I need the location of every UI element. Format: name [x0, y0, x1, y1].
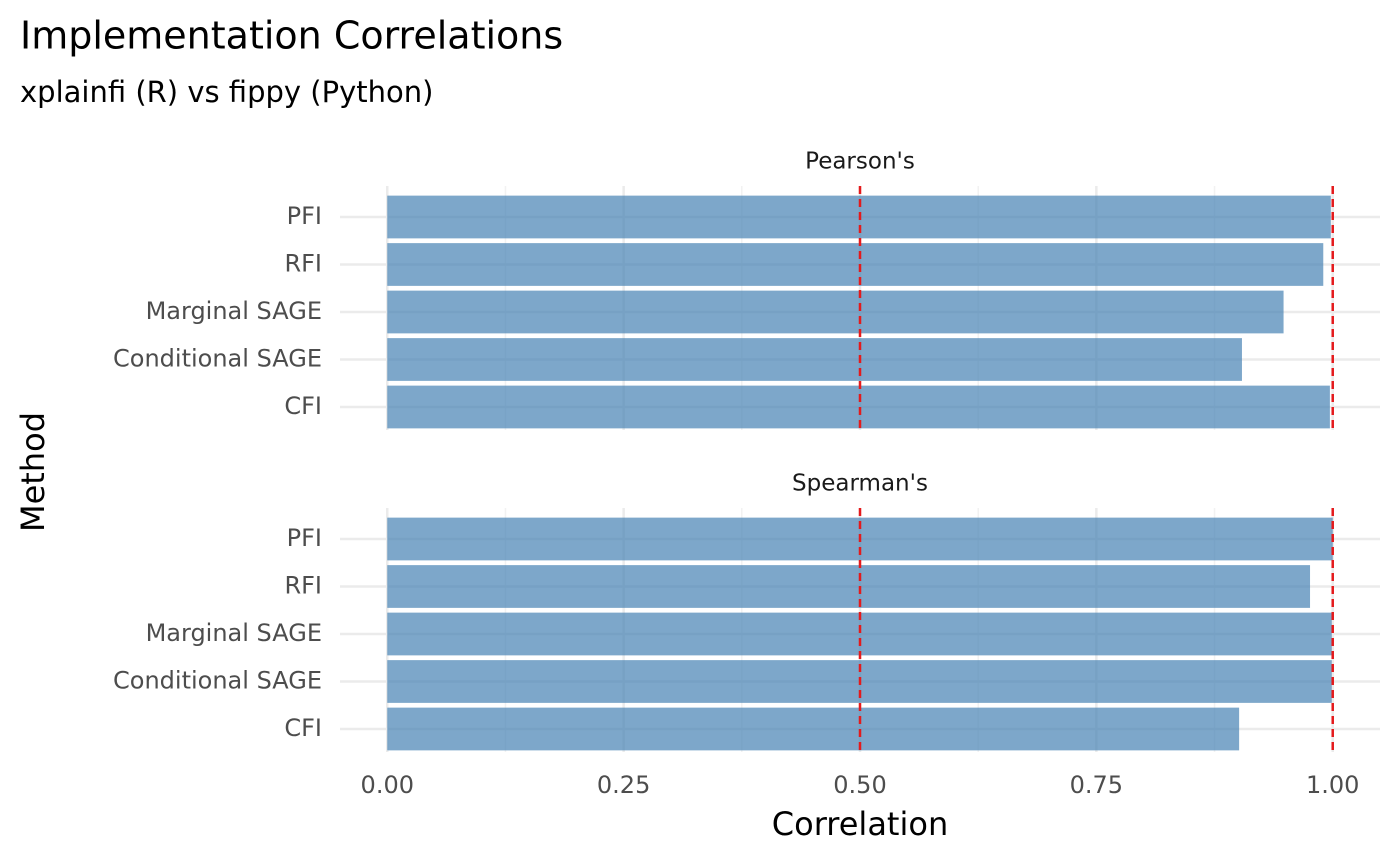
- x-axis-label: Correlation: [772, 805, 948, 843]
- facet-label: Pearson's: [805, 149, 915, 175]
- y-tick-label: RFI: [284, 250, 322, 278]
- y-tick-label: Marginal SAGE: [146, 297, 322, 325]
- x-tick-label: 0.00: [361, 771, 414, 799]
- y-tick-label: Marginal SAGE: [146, 619, 322, 647]
- y-tick-label: PFI: [287, 524, 322, 552]
- x-tick-label: 0.25: [597, 771, 650, 799]
- chart-subtitle: xplainfi (R) vs fippy (Python): [20, 75, 433, 109]
- y-tick-label: RFI: [284, 572, 322, 600]
- bar: [387, 290, 1284, 334]
- y-axis-label: Method: [14, 412, 52, 532]
- bar: [387, 243, 1324, 286]
- y-tick-label: CFI: [284, 714, 322, 742]
- y-tick-label: Conditional SAGE: [113, 345, 322, 373]
- bar: [387, 565, 1311, 608]
- y-tick-label: Conditional SAGE: [113, 667, 322, 695]
- bar: [387, 385, 1330, 429]
- x-tick-label: 0.75: [1070, 771, 1123, 799]
- y-tick-label: CFI: [284, 392, 322, 420]
- x-tick-label: 0.50: [833, 771, 886, 799]
- facet-label: Spearman's: [792, 471, 928, 497]
- chart-title: Implementation Correlations: [20, 14, 563, 58]
- bar: [387, 338, 1242, 381]
- x-tick-label: 1.00: [1306, 771, 1359, 799]
- bar: [387, 707, 1240, 751]
- y-tick-label: PFI: [287, 202, 322, 230]
